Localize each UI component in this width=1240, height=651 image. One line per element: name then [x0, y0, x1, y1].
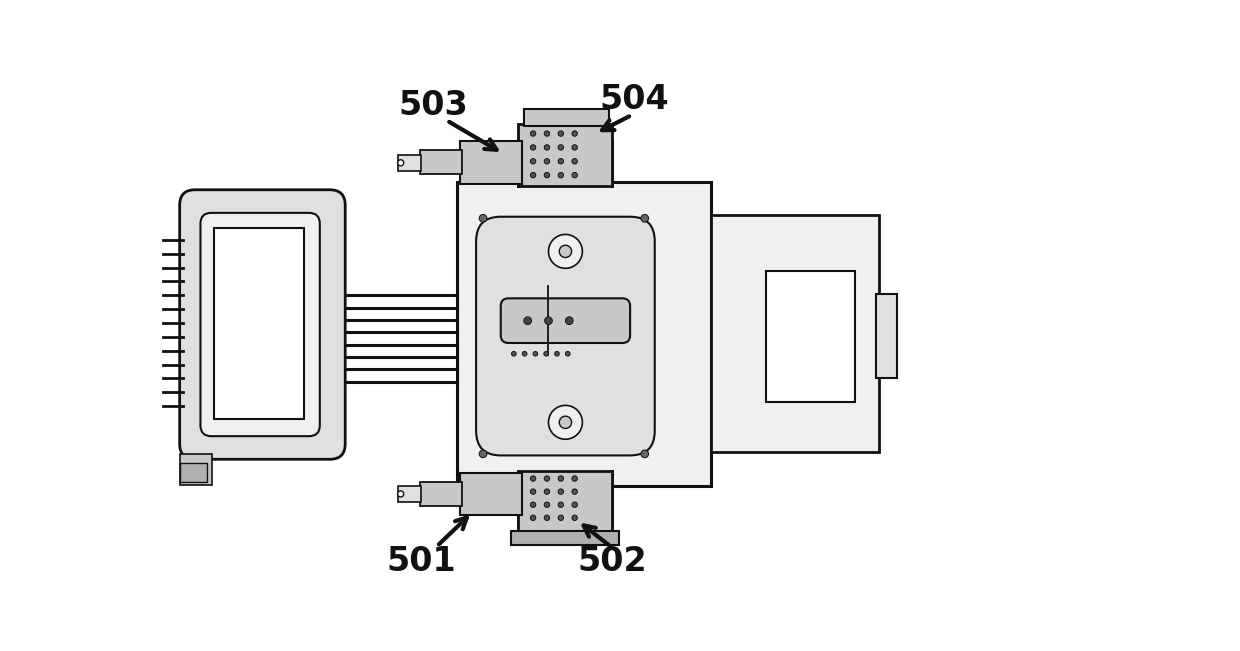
Circle shape	[559, 245, 572, 258]
Circle shape	[558, 502, 563, 507]
Bar	[398, 155, 422, 171]
Bar	[523, 109, 609, 126]
Circle shape	[641, 214, 649, 222]
Circle shape	[548, 234, 583, 268]
Text: 502: 502	[578, 545, 647, 578]
Circle shape	[558, 476, 563, 481]
Circle shape	[544, 145, 549, 150]
Circle shape	[544, 173, 549, 178]
Circle shape	[531, 476, 536, 481]
Circle shape	[544, 489, 549, 494]
Bar	[766, 271, 854, 402]
Circle shape	[523, 317, 532, 324]
Bar	[518, 471, 613, 533]
FancyBboxPatch shape	[201, 213, 320, 436]
Circle shape	[572, 515, 578, 521]
Circle shape	[544, 515, 549, 521]
Bar	[420, 482, 463, 506]
Circle shape	[531, 515, 536, 521]
Circle shape	[522, 352, 527, 356]
Circle shape	[531, 173, 536, 178]
Bar	[180, 454, 212, 485]
Text: 501: 501	[387, 545, 456, 578]
Circle shape	[398, 491, 404, 497]
Bar	[460, 473, 522, 516]
Circle shape	[558, 145, 563, 150]
Circle shape	[641, 450, 649, 458]
Circle shape	[531, 502, 536, 507]
Circle shape	[544, 159, 549, 164]
Circle shape	[572, 131, 578, 136]
Bar	[420, 150, 463, 174]
Circle shape	[572, 173, 578, 178]
Circle shape	[548, 406, 583, 439]
Circle shape	[572, 159, 578, 164]
Bar	[180, 463, 207, 482]
Bar	[456, 182, 711, 486]
Circle shape	[533, 352, 538, 356]
Circle shape	[531, 131, 536, 136]
Circle shape	[559, 416, 572, 428]
Bar	[460, 141, 522, 184]
Bar	[398, 486, 422, 502]
Circle shape	[544, 317, 552, 324]
Bar	[711, 215, 879, 452]
Circle shape	[558, 489, 563, 494]
FancyBboxPatch shape	[180, 190, 345, 459]
Circle shape	[565, 317, 573, 324]
Circle shape	[554, 352, 559, 356]
Bar	[875, 294, 898, 378]
FancyBboxPatch shape	[476, 217, 655, 456]
Bar	[511, 531, 619, 545]
Circle shape	[544, 352, 548, 356]
Circle shape	[531, 489, 536, 494]
Bar	[518, 124, 613, 186]
Circle shape	[565, 352, 570, 356]
Circle shape	[512, 352, 516, 356]
Circle shape	[479, 214, 487, 222]
Circle shape	[572, 502, 578, 507]
Circle shape	[572, 145, 578, 150]
Circle shape	[531, 145, 536, 150]
Circle shape	[572, 489, 578, 494]
Circle shape	[558, 173, 563, 178]
Circle shape	[398, 159, 404, 166]
Circle shape	[558, 131, 563, 136]
Bar	[213, 229, 304, 419]
Circle shape	[572, 476, 578, 481]
Text: 503: 503	[399, 89, 469, 122]
Circle shape	[479, 450, 487, 458]
Circle shape	[544, 476, 549, 481]
Circle shape	[544, 131, 549, 136]
Circle shape	[544, 502, 549, 507]
Text: 504: 504	[599, 83, 668, 116]
FancyBboxPatch shape	[501, 298, 630, 343]
Circle shape	[558, 159, 563, 164]
Circle shape	[558, 515, 563, 521]
Circle shape	[531, 159, 536, 164]
